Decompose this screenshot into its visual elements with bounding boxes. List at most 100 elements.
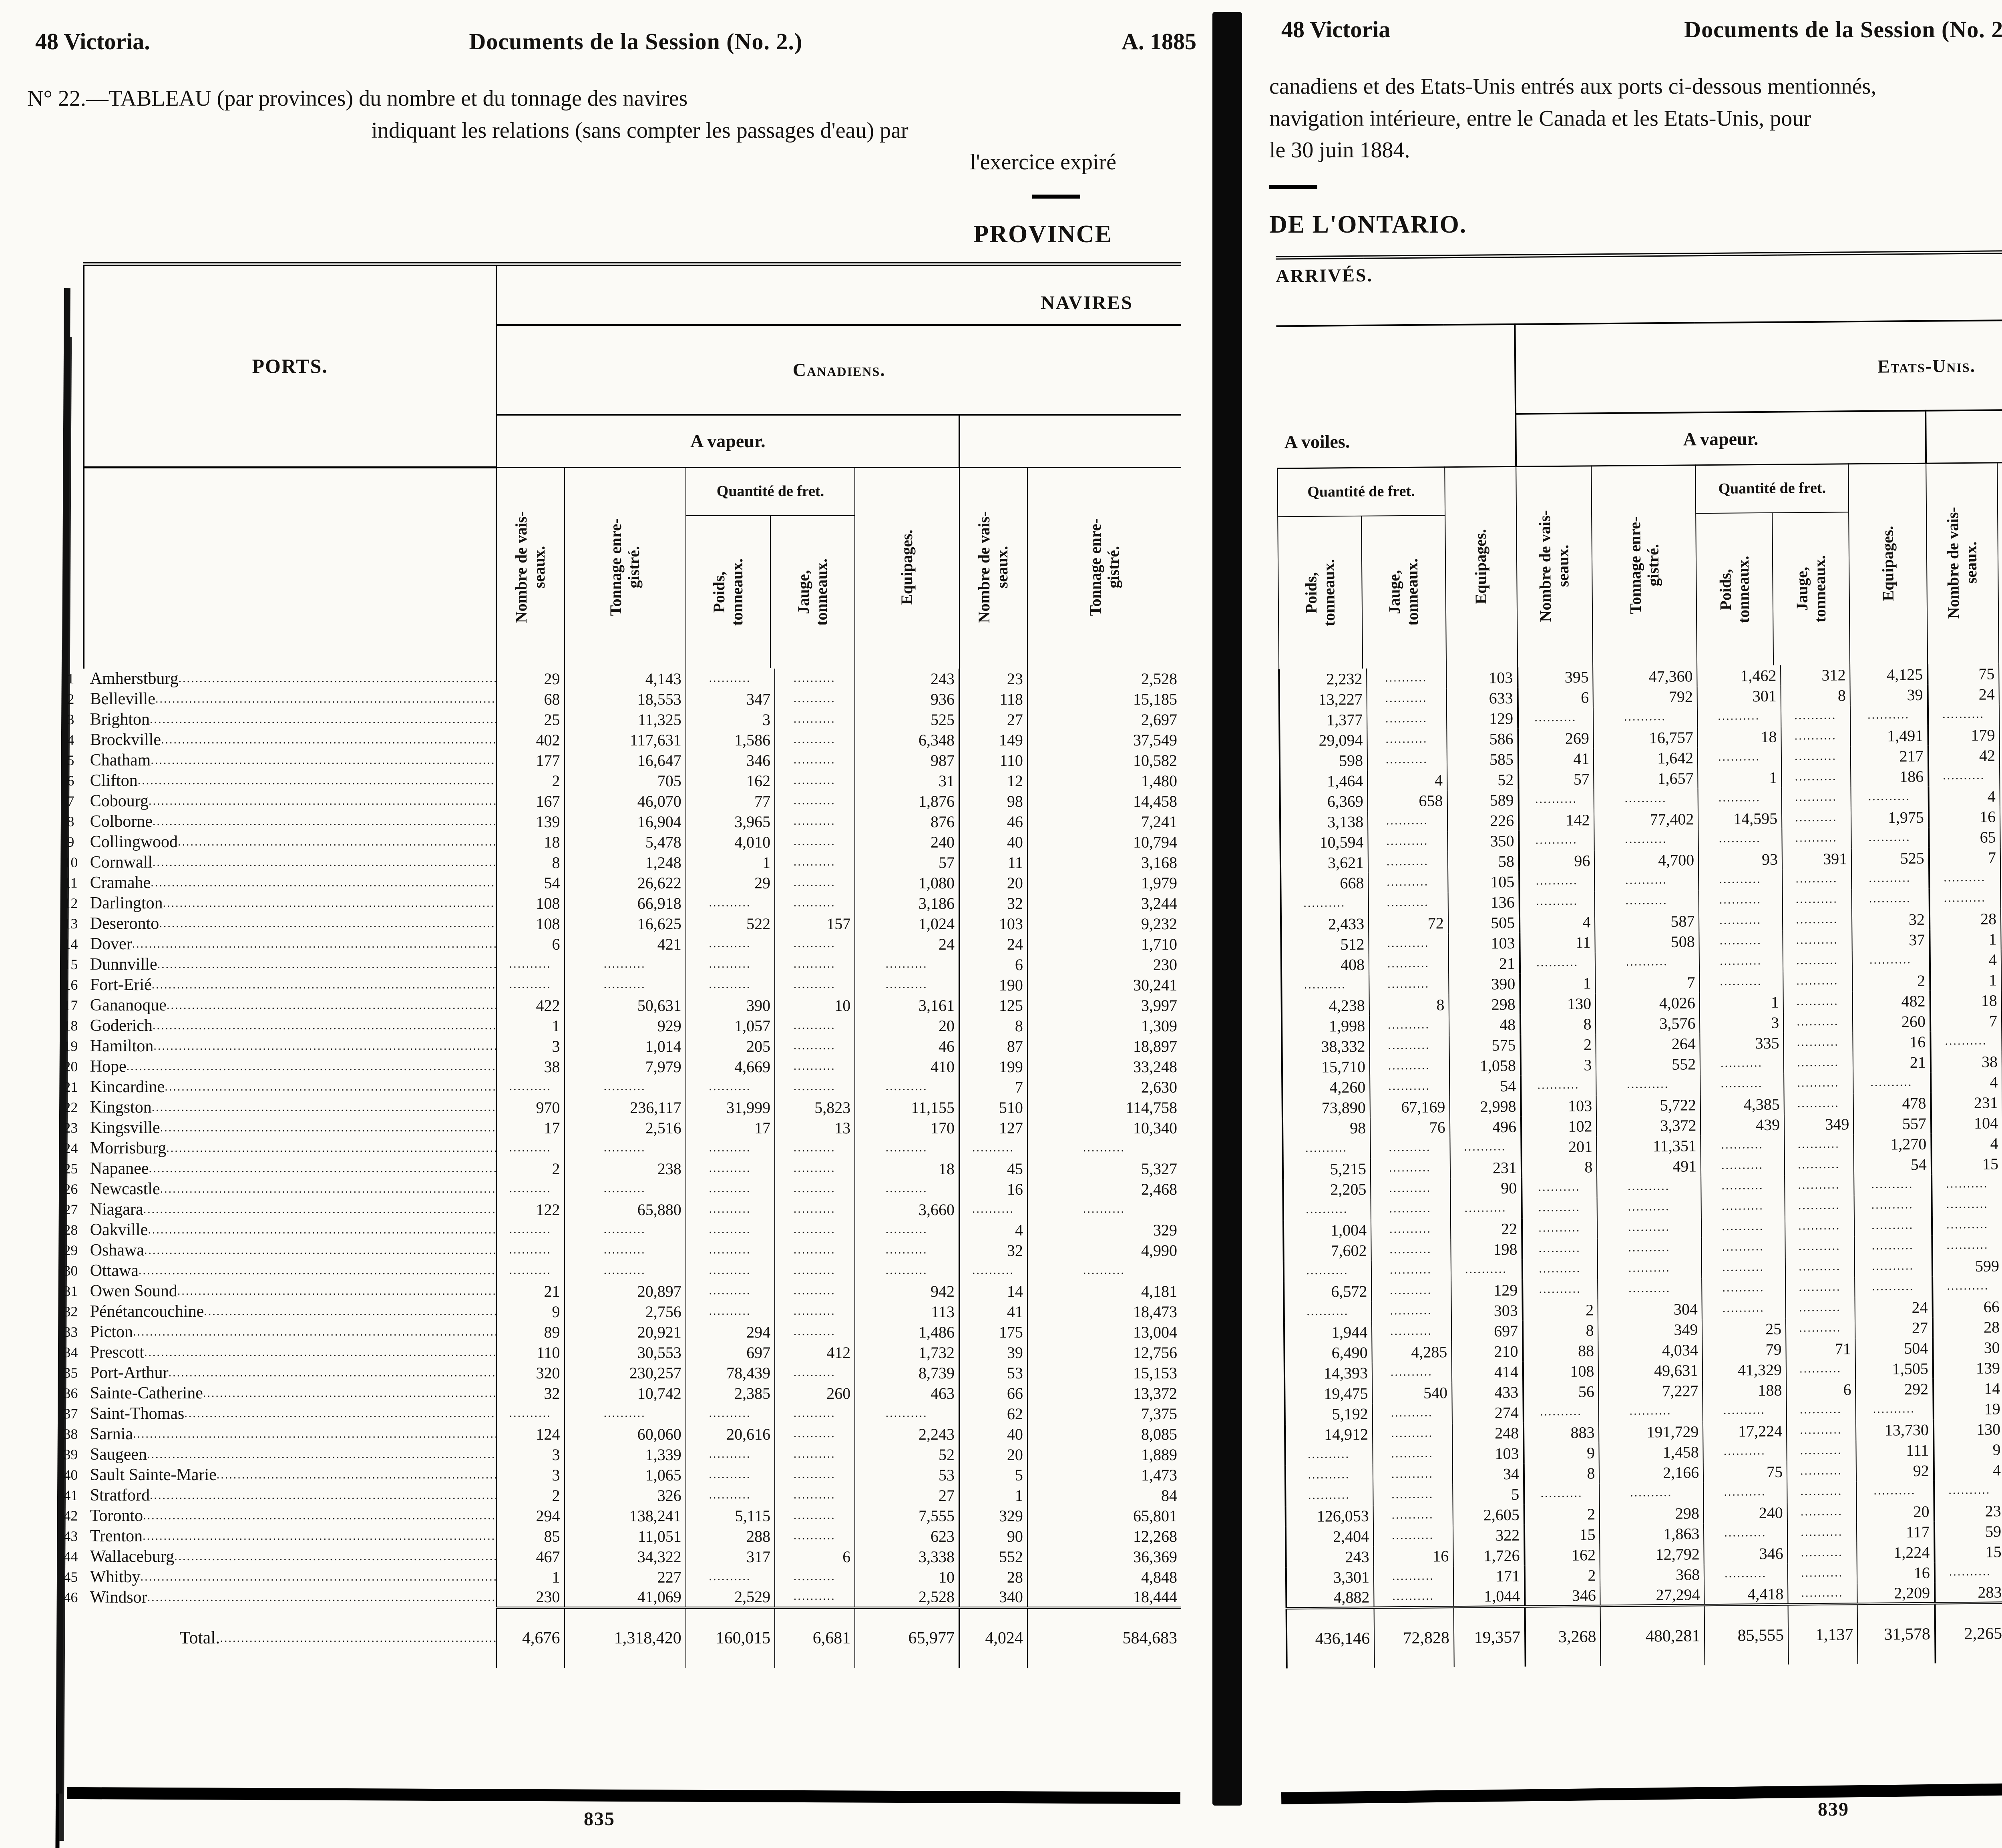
port-cell: Saugeen xyxy=(83,1444,497,1465)
table-cell: 658 xyxy=(1367,790,1447,812)
table-cell: 5 xyxy=(959,1464,1027,1485)
table-cell: 3,372 xyxy=(1596,1115,1701,1136)
table-cell: 23 xyxy=(1934,1500,2002,1522)
table-cell: 1,377 xyxy=(1279,709,1367,731)
table-cell: 77 xyxy=(685,791,775,812)
table-cell: 9 xyxy=(1934,1439,2002,1460)
table-cell: 792 xyxy=(1593,686,1698,707)
table-cell: 525 xyxy=(854,709,960,730)
table-cell: 7,241 xyxy=(1027,811,1181,832)
quantite-fret-group: Quantité de fret. Poids, tonneaux. Jauge… xyxy=(1695,464,1850,666)
table-cell: 117,631 xyxy=(564,729,686,750)
table-cell: 4,143 xyxy=(564,668,686,689)
row-number: 10 xyxy=(63,854,78,871)
table-cell: 14,912 xyxy=(1284,1424,1373,1445)
port-cell: Morrisburg xyxy=(83,1138,497,1159)
table-cell: 46 xyxy=(854,1036,960,1057)
table-cell: 3 xyxy=(1520,1054,1596,1076)
table-cell: 599 xyxy=(1932,1255,2002,1277)
table-cell: 705 xyxy=(564,770,686,791)
table-cell: 294 xyxy=(685,1322,775,1342)
table-cell xyxy=(685,1403,775,1424)
table-cell: 230,257 xyxy=(564,1362,686,1383)
table-cell: 65 xyxy=(1929,826,2000,848)
table-cell: 179 xyxy=(1928,724,2000,746)
table-cell xyxy=(1783,930,1852,951)
table-cell: 32 xyxy=(959,893,1027,914)
table-cell xyxy=(1851,827,1929,848)
row-number: 42 xyxy=(63,1508,78,1524)
table-cell xyxy=(774,1240,855,1261)
table-cell: 2 xyxy=(495,770,565,791)
table-cell xyxy=(1700,1135,1785,1156)
table-cell: 32 xyxy=(959,1240,1027,1261)
table-cell xyxy=(1522,1177,1597,1198)
table-cell xyxy=(1285,1464,1373,1486)
port-cell: Deseronto xyxy=(83,913,497,934)
table-cell xyxy=(1701,1175,1785,1197)
table-cell: 54 xyxy=(1449,1075,1521,1097)
row-number: 26 xyxy=(63,1181,78,1197)
table-cell xyxy=(1700,1155,1785,1176)
port-cell: Trenton xyxy=(83,1526,497,1547)
row-number: 15 xyxy=(63,956,78,973)
section-rule xyxy=(1032,194,1080,199)
row-number: 36 xyxy=(63,1385,78,1402)
table-cell xyxy=(1784,1154,1854,1176)
table-cell: 274 xyxy=(1452,1402,1524,1423)
table-row: 37 Saint-Thomas 627,375 xyxy=(58,1403,1181,1424)
table-cell xyxy=(1597,1217,1702,1238)
row-number: 20 xyxy=(63,1059,78,1075)
table-cell: 103 xyxy=(1521,1095,1597,1117)
quantite-fret-label: Quantité de fret. xyxy=(686,468,855,516)
table-cell: 16 xyxy=(959,1179,1027,1199)
table-cell xyxy=(1594,829,1698,850)
table-cell: 102 xyxy=(1521,1115,1597,1137)
dotted-leader xyxy=(159,917,494,930)
table-cell xyxy=(1522,1279,1598,1300)
table-cell: 3 xyxy=(495,1036,565,1057)
table-cell: 7 xyxy=(1930,1010,2002,1032)
table-cell: 15 xyxy=(1524,1524,1600,1545)
table-cell: 66 xyxy=(1932,1296,2002,1318)
table-cell xyxy=(1787,1522,1857,1543)
table-cell: 117 xyxy=(1857,1521,1935,1543)
table-cell: 1,309 xyxy=(1027,1015,1181,1036)
table-cell xyxy=(564,1240,686,1261)
port-name: Newcastle xyxy=(90,1180,160,1199)
table-cell xyxy=(959,1199,1027,1220)
table-cell: 480,281 xyxy=(1600,1605,1705,1666)
table-cell: 67,169 xyxy=(1370,1096,1450,1118)
table-cell xyxy=(495,1403,565,1424)
table-cell: 38 xyxy=(495,1056,565,1077)
port-name: Colborne xyxy=(90,812,153,831)
table-cell: 89 xyxy=(495,1322,565,1342)
table-cell xyxy=(1786,1358,1856,1380)
table-cell xyxy=(1368,872,1448,893)
col-header-tonnage-us-vapeur: Tonnage enre- gistré. xyxy=(1591,465,1697,667)
table-cell: 7,979 xyxy=(564,1056,686,1077)
table-cell xyxy=(774,1158,855,1179)
table-cell: 2,697 xyxy=(1027,709,1181,730)
dotted-leader xyxy=(152,978,495,992)
table-cell: 298 xyxy=(1449,994,1520,1015)
table-cell: 21 xyxy=(1853,1052,1931,1073)
table-cell xyxy=(1280,893,1369,914)
table-cell: 15,710 xyxy=(1282,1056,1370,1078)
dotted-leader xyxy=(150,713,495,726)
table-cell: 3,168 xyxy=(1027,852,1181,873)
table-cell xyxy=(1701,1237,1785,1258)
table-cell: 439 xyxy=(1700,1114,1785,1135)
table-cell: 1,998 xyxy=(1281,1015,1370,1037)
table-cell xyxy=(1371,1321,1452,1342)
table-row: 3Brighton2511,3253525272,697 xyxy=(58,709,1181,730)
port-cell: Kincardine xyxy=(83,1077,497,1097)
table-cell xyxy=(774,1077,855,1097)
table-cell: 41 xyxy=(1518,748,1594,769)
